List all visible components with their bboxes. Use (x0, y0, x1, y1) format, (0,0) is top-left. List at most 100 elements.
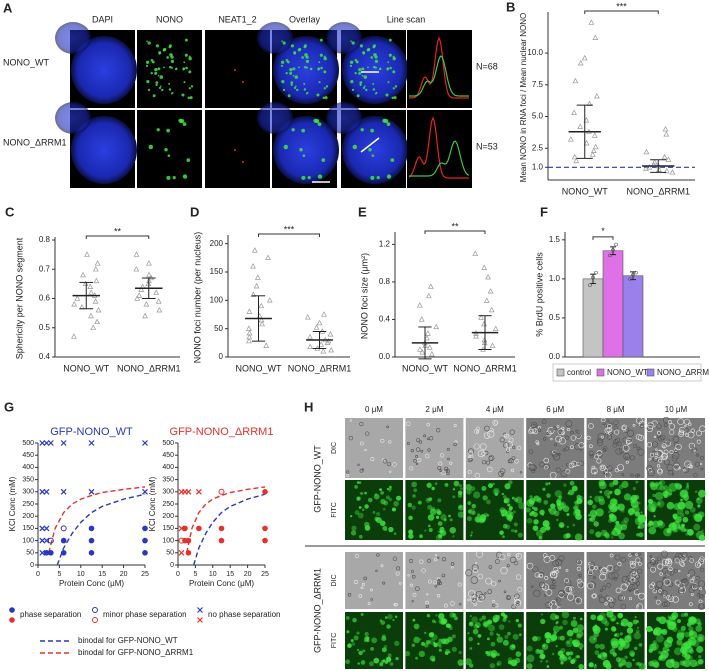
droplet (694, 461, 700, 467)
foci (372, 45, 376, 49)
data-point (661, 153, 668, 160)
droplet (412, 592, 417, 597)
fluorescent-droplet (358, 650, 363, 656)
bar (582, 278, 604, 358)
data-point (643, 165, 649, 171)
droplet (357, 463, 360, 467)
fluorescent-droplet (454, 616, 458, 621)
no-phase-marker (88, 440, 95, 446)
droplet (565, 468, 571, 474)
droplet (490, 581, 497, 587)
droplet (668, 423, 676, 430)
droplet (577, 581, 585, 589)
y-tick-label: 200 (22, 513, 34, 520)
phase-marker (185, 537, 192, 544)
droplet (549, 471, 557, 479)
fluorescent-droplet (680, 625, 686, 631)
droplet (519, 471, 522, 474)
y-axis-label: KCl Conc (mM) (8, 476, 17, 531)
fluorescent-droplet (669, 493, 673, 496)
fluorescent-droplet (612, 498, 618, 504)
foci (168, 45, 172, 49)
foci (166, 128, 170, 133)
droplet (421, 568, 426, 573)
foci (360, 128, 364, 132)
droplet (579, 448, 583, 452)
y-tick-label: 1.0 (549, 274, 561, 283)
fluorescent-droplet (452, 634, 456, 639)
fluorescent-droplet (619, 632, 623, 636)
phase-marker (88, 537, 95, 544)
legend-label: binodal for GFP-NONO_ΔRRM1 (78, 648, 194, 657)
y-axis-label: NONO foci size (μm²) (359, 253, 369, 339)
data-point (307, 343, 314, 349)
fluorescent-droplet (682, 649, 688, 655)
data-point (643, 148, 650, 155)
foci (154, 67, 158, 72)
droplet (516, 445, 522, 451)
fluorescent-droplet (614, 633, 618, 637)
fluorescent-droplet (488, 624, 496, 632)
fluorescent-droplet (612, 479, 619, 486)
fluorescent-droplet (593, 521, 599, 527)
droplet (409, 558, 414, 563)
x-tick-label: NONO_WT (236, 363, 283, 373)
fluorescent-droplet (653, 627, 663, 636)
fluorescent-droplet (379, 662, 384, 667)
droplet (543, 457, 549, 464)
droplet (515, 574, 522, 580)
fluorescent-droplet (345, 659, 350, 665)
fluorescent-droplet (471, 616, 478, 623)
foci (166, 175, 171, 180)
data-point (92, 266, 99, 272)
concentration-header: 0 μM (365, 405, 383, 414)
fluorescent-droplet (364, 504, 369, 509)
foci (301, 56, 304, 59)
fluorescent-droplet (476, 625, 480, 628)
droplet (574, 442, 581, 450)
significance-bracket (592, 236, 614, 240)
nucleus (273, 116, 339, 184)
fluorescent-droplet (618, 532, 625, 540)
fluorescent-droplet (594, 650, 600, 655)
fluorescent-droplet (507, 503, 511, 507)
droplet (547, 427, 555, 435)
droplet (410, 449, 414, 453)
data-point (483, 297, 490, 303)
foci (147, 41, 151, 45)
fluorescent-droplet (354, 510, 360, 515)
fluorescent-droplet (508, 480, 513, 485)
fluorescent-droplet (593, 665, 597, 669)
droplet (606, 582, 612, 588)
droplet (527, 462, 533, 468)
foci (325, 85, 329, 88)
fluorescent-droplet (345, 616, 350, 620)
foci (350, 40, 352, 43)
y-tick-label: 0.0 (549, 352, 561, 361)
fluorescent-droplet (542, 520, 550, 528)
fluorescent-droplet (616, 622, 619, 625)
fluorescent-droplet (694, 490, 698, 494)
y-axis-label: Sphericity per NONO segment (14, 237, 24, 359)
fluorescent-droplet (611, 617, 615, 622)
data-point (588, 19, 595, 25)
droplet (687, 463, 692, 469)
fluorescent-droplet (638, 663, 647, 671)
data-point (487, 288, 494, 294)
x-tick-label: 15 (226, 571, 234, 578)
line-scan-red (408, 36, 469, 99)
data-point (133, 251, 140, 257)
foci (242, 161, 244, 163)
fluorescent-droplet (459, 663, 462, 666)
fluorescent-droplet (350, 639, 354, 642)
fluorescent-droplet (457, 504, 464, 511)
droplet (406, 441, 410, 445)
droplet (361, 582, 365, 586)
fluorescent-droplet (408, 529, 414, 535)
fluorescent-droplet (632, 658, 635, 662)
droplet (468, 455, 472, 459)
channel-label: DIC (331, 574, 338, 586)
droplet (589, 453, 594, 458)
droplet (545, 432, 549, 436)
foci (234, 149, 236, 151)
